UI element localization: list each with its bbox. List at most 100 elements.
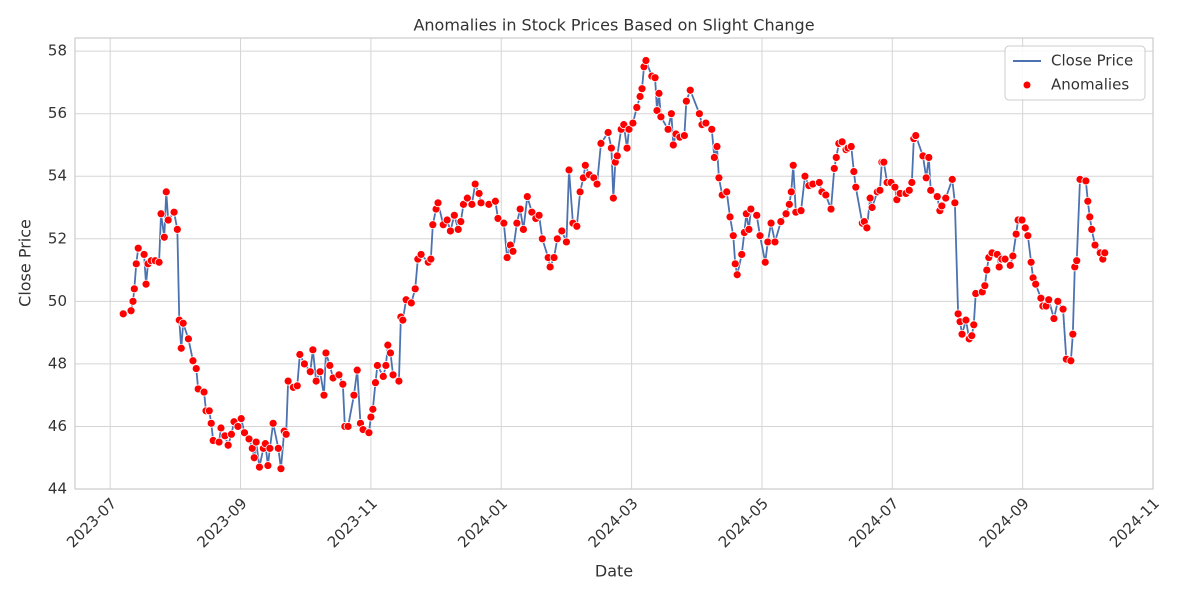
anomaly-point	[980, 281, 990, 291]
anomaly-point	[1083, 196, 1093, 206]
anomaly-point	[737, 250, 747, 259]
anomaly-point	[788, 160, 798, 170]
anomaly-point	[744, 225, 754, 234]
anomaly-point	[937, 201, 947, 211]
anomaly-point	[386, 348, 395, 358]
anomaly-point	[519, 225, 528, 234]
anomaly-point	[837, 137, 847, 147]
anomaly-point	[722, 187, 732, 197]
y-tick-label: 52	[48, 229, 67, 247]
anomaly-point	[1085, 212, 1095, 222]
anomaly-point	[512, 218, 522, 228]
x-tick-label: 2023-07	[63, 494, 120, 551]
anomaly-point	[755, 231, 765, 241]
anomaly-point	[921, 173, 931, 183]
anomaly-point	[283, 376, 293, 386]
anomaly-point	[172, 225, 182, 234]
x-axis-label: Date	[595, 562, 633, 581]
anomaly-point	[603, 128, 613, 137]
anomaly-point	[679, 131, 689, 140]
anomaly-point	[442, 215, 452, 225]
anomaly-point	[1023, 231, 1033, 241]
anomaly-point	[394, 376, 404, 386]
y-tick-label: 50	[48, 292, 67, 310]
anomaly-point	[368, 404, 378, 414]
anomaly-point	[904, 185, 914, 195]
anomaly-point	[628, 118, 638, 128]
anomaly-point	[596, 139, 606, 148]
anomaly-point	[1008, 251, 1018, 261]
anomaly-point	[821, 190, 831, 200]
y-tick-label: 44	[48, 480, 67, 498]
anomaly-point	[1005, 260, 1015, 270]
anomaly-point	[276, 464, 286, 474]
anomaly-point	[406, 298, 416, 308]
x-tick-label: 2024-09	[976, 494, 1033, 551]
anomaly-point	[161, 187, 171, 197]
anomaly-point	[575, 187, 585, 197]
anomaly-point	[796, 206, 806, 216]
anomaly-point	[572, 221, 582, 231]
anomaly-point	[410, 284, 420, 294]
anomaly-point	[580, 160, 590, 170]
anomaly-point	[957, 329, 967, 339]
anomaly-point	[522, 192, 532, 201]
price-line	[122, 57, 1106, 469]
anomaly-point	[851, 182, 861, 192]
anomaly-point	[1053, 296, 1063, 306]
anomaly-point	[1100, 248, 1110, 258]
anomaly-point	[446, 226, 455, 236]
anomaly-point	[462, 193, 472, 203]
y-tick-label: 56	[48, 104, 67, 122]
anomaly-point	[953, 309, 963, 319]
anomaly-point	[725, 212, 735, 222]
anomaly-point	[216, 423, 226, 433]
anomaly-point	[668, 140, 678, 150]
anomaly-point	[188, 356, 198, 366]
anomaly-point	[131, 259, 141, 269]
anomaly-point	[315, 367, 325, 377]
anomaly-point	[371, 378, 380, 388]
anomaly-point	[373, 361, 382, 370]
anomaly-point	[227, 429, 236, 439]
anomaly-point	[950, 198, 960, 208]
anomaly-point	[240, 428, 249, 438]
anomaly-point	[728, 231, 738, 241]
anomaly-point	[557, 226, 567, 236]
anomaly-point	[1068, 329, 1078, 339]
anomaly-point	[247, 443, 257, 453]
legend-label: Close Price	[1051, 52, 1133, 70]
y-tick-label: 58	[48, 42, 67, 60]
x-tick-label: 2023-09	[194, 494, 251, 551]
x-tick-label: 2024-01	[454, 494, 511, 551]
anomaly-point	[846, 142, 856, 151]
anomaly-point	[214, 437, 224, 447]
anomaly-point	[1087, 225, 1097, 234]
anomaly-point	[325, 361, 335, 370]
anomaly-point	[941, 193, 951, 203]
x-tick-label: 2023-11	[324, 494, 381, 551]
anomaly-point	[128, 296, 138, 306]
anomaly-point	[709, 153, 719, 162]
anomaly-point	[156, 209, 166, 219]
anomaly-point	[961, 315, 971, 325]
anomaly-point	[652, 106, 662, 115]
anomaly-point	[826, 204, 836, 214]
anomaly-point	[184, 334, 193, 344]
anomaly-point	[632, 103, 642, 112]
anomaly-point	[694, 109, 704, 119]
anomaly-point	[752, 210, 762, 220]
anomaly-point	[255, 462, 264, 472]
anomaly-point	[814, 178, 824, 187]
anomaly-point	[681, 96, 691, 106]
anomaly-point	[459, 199, 468, 209]
anomaly-point	[141, 279, 151, 289]
anomaly-point	[300, 359, 309, 369]
anomaly-point	[139, 250, 149, 259]
anomaly-point	[606, 143, 616, 153]
anomaly-point	[1031, 279, 1041, 289]
anomaly-point	[932, 192, 942, 201]
anomaly-point	[746, 204, 756, 214]
anomaly-point	[641, 56, 651, 65]
chart-title: Anomalies in Stock Prices Based on Sligh…	[413, 16, 814, 35]
